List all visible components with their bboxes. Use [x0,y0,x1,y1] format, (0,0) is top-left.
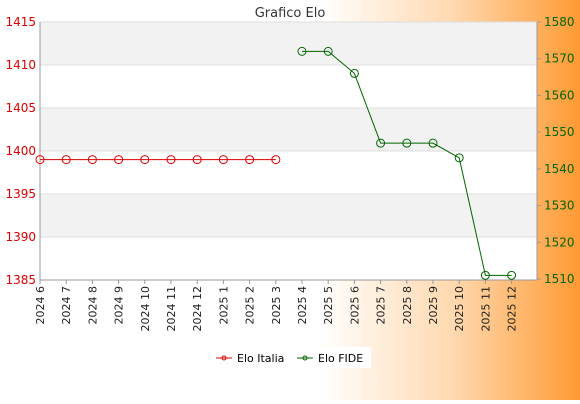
x-tick-label: 2025 4 [296,286,309,325]
right-tick-label: 1560 [544,88,575,102]
x-tick-label: 2024 7 [60,286,73,325]
right-tick-label: 1530 [544,199,575,213]
left-tick-label: 1395 [5,187,36,201]
data-point-1 [271,155,281,165]
legend: Elo Italia Elo FIDE [211,347,371,368]
left-tick-label: 1400 [5,144,36,158]
x-tick-label: 2025 5 [322,286,335,325]
x-tick-label: 2025 9 [427,286,440,325]
left-tick-label: 1415 [5,15,36,29]
data-point-2 [349,68,359,78]
series-line-2 [302,50,512,276]
x-tick-label: 2024 12 [191,286,204,332]
right-tick-label: 1550 [544,125,575,139]
series-layer [35,46,517,280]
legend-swatch-marker [302,355,308,361]
x-tick-label: 2025 8 [401,286,414,325]
legend-label: Elo Italia [237,352,284,365]
legend-label: Elo FIDE [318,352,363,365]
x-tick-label: 2025 2 [244,286,257,325]
x-tick-label: 2025 6 [348,286,361,325]
data-point-2 [402,138,412,148]
data-point-1 [35,155,45,165]
data-point-1 [61,155,71,165]
data-point-1 [192,155,202,165]
right-tick-label: 1580 [544,15,575,29]
x-tick-label: 2025 10 [453,286,466,332]
data-point-1 [245,155,255,165]
left-tick-label: 1410 [5,58,36,72]
right-tick-label: 1570 [544,52,575,66]
data-point-2 [297,46,307,56]
plot-band [40,108,537,151]
data-point-2 [454,153,464,163]
data-point-2 [428,138,438,148]
x-tick-label: 2025 1 [217,286,230,325]
x-tick-label: 2024 11 [165,286,178,332]
x-tick-label: 2025 7 [375,286,388,325]
x-tick-label: 2024 6 [34,286,47,325]
data-point-2 [323,46,333,56]
right-tick-label: 1540 [544,162,575,176]
left-tick-label: 1405 [5,101,36,115]
x-tick-label: 2024 8 [86,286,99,325]
data-point-1 [140,155,150,165]
x-tick-label: 2024 10 [139,286,152,332]
data-point-1 [87,155,97,165]
x-tick-label: 2025 3 [270,286,283,325]
data-point-2 [507,270,517,280]
right-tick-label: 1510 [544,272,575,286]
legend-box [211,347,371,368]
legend-swatch-marker [221,355,227,361]
plot-band [40,194,537,237]
x-tick-label: 2025 11 [479,286,492,332]
right-tick-label: 1520 [544,235,575,249]
data-point-1 [218,155,228,165]
axes: 1385 1390 1395 1400 1405 1410 1415 1510 1520 1530… [5,15,574,332]
plot-band [40,22,537,65]
left-tick-label: 1385 [5,273,36,287]
x-tick-label: 2025 12 [506,286,519,332]
chart-title: Grafico Elo [255,6,326,21]
data-point-2 [376,138,386,148]
left-tick-label: 1390 [5,230,36,244]
data-point-1 [114,155,124,165]
x-tick-label: 2024 9 [113,286,126,325]
data-point-2 [480,270,490,280]
data-point-1 [166,155,176,165]
